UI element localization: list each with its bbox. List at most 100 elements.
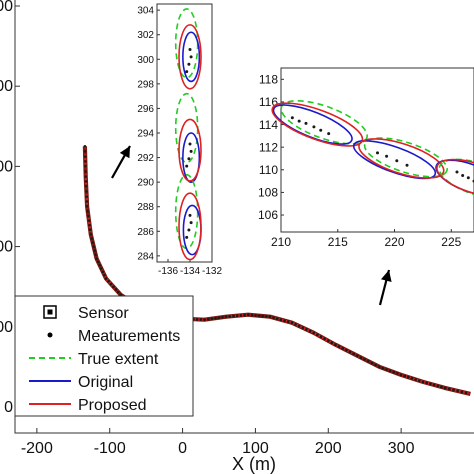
inset-y-tick-label: 118	[259, 73, 278, 87]
inset-measurement-point	[297, 119, 301, 123]
inset-y-tick-label: 114	[259, 118, 278, 132]
measurement-point	[429, 382, 432, 386]
arrow-to-right-inset-head	[380, 270, 392, 283]
extent-ellipse-original	[182, 132, 201, 183]
measurement-point	[301, 326, 305, 330]
measurement-point	[370, 361, 374, 365]
inset-measurement-point	[312, 125, 316, 129]
measurement-point	[83, 150, 87, 153]
measurement-point	[254, 314, 257, 317]
x-axis-label: X (m)	[232, 454, 276, 474]
measurement-point	[94, 253, 97, 256]
measurement-point	[447, 387, 451, 391]
measurement-point	[85, 200, 89, 203]
measurement-point	[425, 381, 428, 385]
measurement-point	[84, 185, 88, 188]
measurement-point	[283, 319, 286, 323]
inset-measurement-point	[188, 47, 192, 51]
inset-y-tick-label: 302	[137, 30, 154, 41]
x-tick-label: 200	[315, 440, 342, 457]
measurement-point	[345, 349, 348, 352]
arrow-to-left-inset-head	[119, 146, 130, 159]
y-tick-label: 0	[4, 399, 13, 416]
measurement-point	[334, 343, 337, 347]
extent-ellipse-original	[182, 31, 201, 83]
measurement-point	[87, 214, 90, 218]
annotation-arrows	[111, 145, 392, 306]
inset-measurement-point	[385, 154, 389, 158]
measurement-point	[85, 205, 89, 208]
extent-ellipse-true-extent	[363, 137, 448, 178]
measurement-point	[286, 320, 290, 324]
legend: Sensor Meaturements True extent Original Pro…	[14, 295, 194, 417]
measurement-point	[316, 333, 319, 337]
measurement-point	[403, 374, 407, 378]
inset-y-tick-label: 300	[137, 55, 154, 66]
measurement-point	[308, 329, 312, 333]
measurement-point	[432, 383, 436, 387]
inset-measurement-point	[327, 132, 331, 136]
inset-measurement-point	[466, 176, 470, 180]
measurement-point	[246, 313, 250, 317]
inset-measurement-point	[187, 157, 191, 161]
measurement-point	[356, 354, 359, 358]
inset-y-tick-label: 110	[259, 163, 278, 177]
measurement-point	[90, 237, 93, 240]
measurement-point	[414, 378, 418, 381]
inset-measurement-point	[319, 128, 323, 132]
measurement-point	[103, 274, 106, 277]
legend-label: True extent	[78, 351, 159, 368]
measurement-point	[348, 350, 352, 354]
inset-measurement-point	[395, 159, 399, 163]
inset-x-tick-label: 220	[385, 235, 405, 249]
measurement-point	[385, 368, 388, 371]
inset-x-tick-label: -132	[202, 266, 222, 277]
inset-measurement-point	[185, 70, 189, 74]
measurement-point	[239, 314, 243, 317]
measurement-point	[116, 290, 120, 294]
legend-label: Original	[78, 374, 133, 391]
measurement-point	[210, 317, 213, 321]
measurement-point	[203, 318, 206, 322]
inset-y-tick-label: 304	[137, 6, 154, 17]
inset-measurement-point	[304, 121, 308, 125]
measurement-point	[279, 318, 283, 322]
measurement-point	[305, 328, 308, 331]
measurement-point	[96, 260, 100, 264]
measurement-point	[93, 249, 96, 252]
measurement-point	[399, 373, 403, 377]
measurement-point	[217, 316, 221, 320]
measurement-point	[87, 219, 91, 222]
measurement-point	[352, 352, 356, 356]
measurement-point	[319, 335, 323, 339]
inset-y-tick-label: 106	[258, 208, 278, 222]
measurement-point	[323, 337, 326, 341]
inset-measurement-point	[185, 235, 189, 239]
measurement-point	[456, 389, 459, 393]
measurement-point	[84, 160, 87, 163]
legend-sensor-symbol-center	[47, 309, 53, 315]
extent-ellipse-original	[352, 139, 437, 180]
measurement-point	[225, 315, 228, 319]
extent-ellipse-proposed	[178, 192, 202, 261]
inset-left-axes: -136 -134 -132 284 286 288 290 292 294 296 298 300 3…	[137, 3, 222, 277]
measurement-point	[265, 315, 268, 318]
measurement-point	[327, 339, 330, 343]
measurement-point	[388, 369, 392, 373]
measurement-point	[235, 314, 239, 318]
measurement-point	[83, 155, 87, 158]
measurement-point	[294, 323, 297, 326]
inset-y-tick-label: 298	[137, 79, 154, 90]
inset-frame	[280, 67, 474, 233]
measurement-point	[91, 241, 94, 244]
measurement-point	[268, 315, 272, 319]
inset-y-tick-label: 108	[258, 186, 278, 200]
inset-measurement-point	[189, 55, 193, 59]
inset-y-tick-label: 286	[137, 227, 154, 238]
measurement-point	[276, 317, 279, 321]
inset-y-tick-label: 294	[137, 129, 154, 140]
y-tick-label: 800	[0, 239, 13, 256]
extent-ellipse-proposed	[358, 138, 445, 179]
